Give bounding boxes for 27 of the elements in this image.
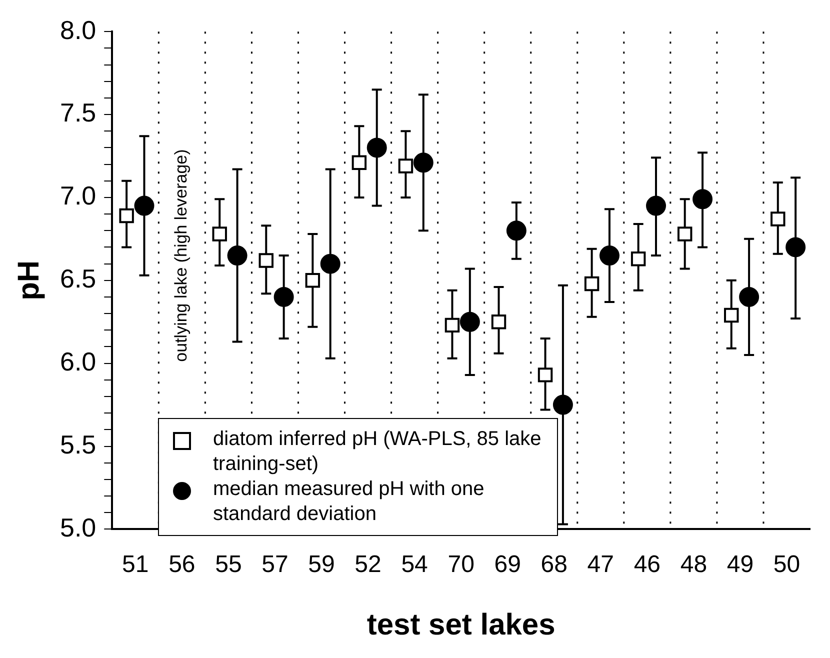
x-tick-label: 69 bbox=[494, 551, 521, 578]
x-tick-label: 52 bbox=[354, 551, 382, 578]
legend-label: median measured pH with one standard deviation bbox=[213, 477, 486, 527]
y-axis-title: pH bbox=[12, 260, 46, 300]
x-tick-label: 49 bbox=[726, 551, 754, 578]
x-tick-label: 68 bbox=[540, 551, 568, 578]
y-tick-label: 6.5 bbox=[60, 264, 96, 294]
x-tick-label: 51 bbox=[122, 551, 149, 578]
x-tick-label: 55 bbox=[215, 551, 242, 578]
x-tick-label: 47 bbox=[587, 551, 614, 578]
x-tick-label: 56 bbox=[168, 551, 196, 578]
x-axis-title: test set lakes bbox=[366, 608, 556, 642]
x-tick-label: 50 bbox=[773, 551, 800, 578]
x-tick-label: 48 bbox=[680, 551, 708, 578]
y-tick-label: 8.0 bbox=[60, 14, 96, 45]
x-tick-label: 59 bbox=[308, 551, 335, 578]
legend-label: diatom inferred pH (WA-PLS, 85 lake training-set) bbox=[213, 427, 542, 477]
y-tick-label: 6.0 bbox=[60, 346, 96, 377]
y-tick-label: 5.0 bbox=[60, 512, 96, 542]
y-tick-label: 5.5 bbox=[60, 429, 96, 460]
y-tick-label: 7.0 bbox=[60, 180, 96, 211]
x-tick-label: 57 bbox=[262, 551, 288, 578]
annotation: outlying lake (high leverage) bbox=[172, 149, 191, 362]
x-tick-label: 70 bbox=[448, 551, 474, 578]
y-tick-label: 7.5 bbox=[60, 98, 96, 128]
x-tick-label: 46 bbox=[634, 551, 661, 578]
x-tick-label: 54 bbox=[401, 551, 428, 578]
